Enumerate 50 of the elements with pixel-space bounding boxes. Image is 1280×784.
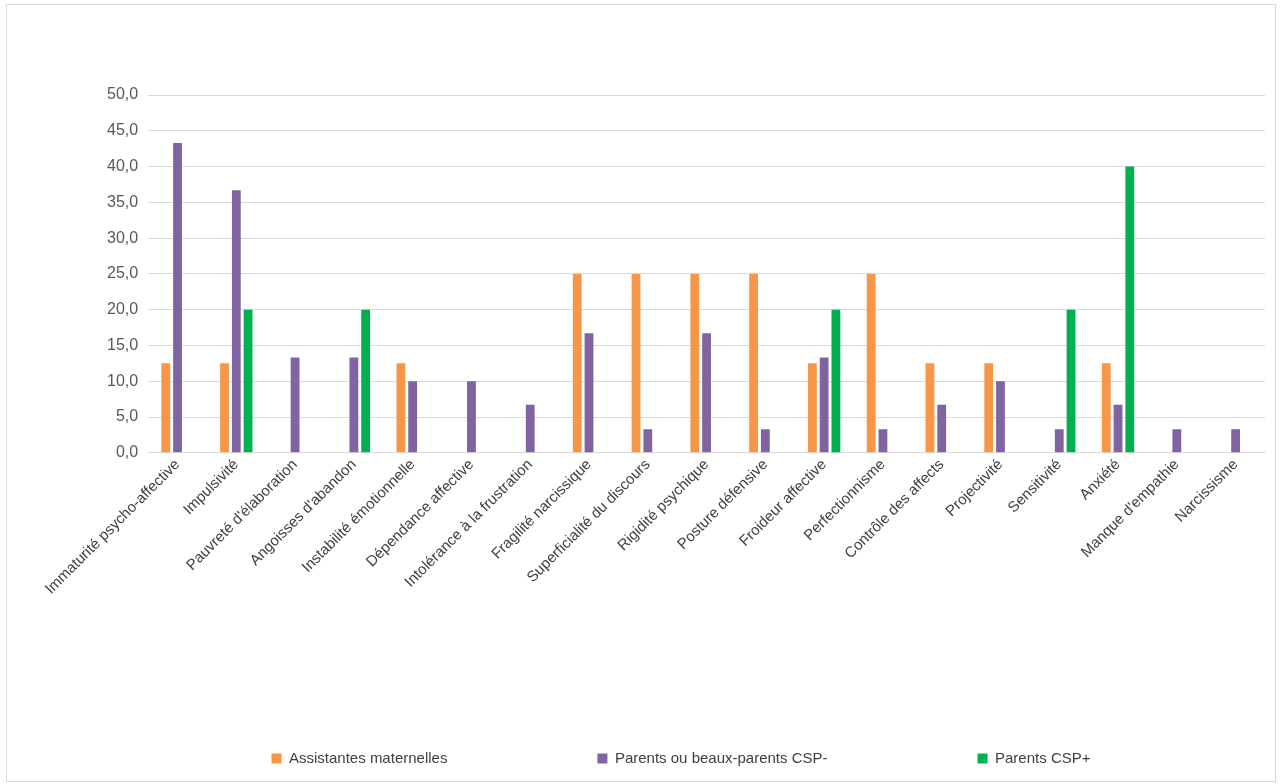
bar: [760, 429, 770, 453]
y-tick-label: 10,0: [107, 371, 139, 389]
bar: [173, 142, 182, 453]
y-tick-label: 35,0: [107, 192, 139, 210]
bar: [631, 273, 641, 453]
bar: [396, 363, 406, 453]
bar: [937, 404, 947, 453]
bar: [819, 357, 829, 453]
bar: [584, 333, 594, 453]
bar: [408, 381, 418, 453]
bar: [702, 333, 711, 453]
bar: [996, 381, 1005, 453]
bar: [643, 429, 653, 453]
y-tick-label: 15,0: [107, 335, 139, 353]
bar: [467, 381, 476, 453]
bar: [984, 363, 994, 453]
legend-label: Parents ou beaux-parents CSP-: [614, 748, 828, 766]
bar: [878, 429, 888, 453]
bar: [572, 273, 582, 453]
y-tick-label: 5,0: [115, 407, 139, 425]
bar: [925, 363, 935, 453]
bar: [749, 273, 759, 453]
y-tick-label: 50,0: [107, 85, 139, 103]
bar: [1172, 429, 1182, 453]
bar: [220, 363, 229, 453]
y-tick-label: 25,0: [107, 264, 139, 282]
bar: [161, 363, 171, 453]
y-tick-label: 40,0: [107, 156, 139, 174]
bar: [525, 404, 535, 453]
bar: [1125, 166, 1135, 453]
bar: [290, 357, 300, 453]
y-tick-label: 45,0: [107, 121, 139, 139]
bar: [831, 309, 841, 453]
bar: [807, 363, 817, 453]
y-tick-label: 30,0: [107, 228, 139, 246]
legend-label: Parents CSP+: [995, 748, 1091, 766]
bar: [349, 357, 359, 453]
bar: [1054, 429, 1064, 453]
y-tick-label: 0,0: [115, 443, 139, 461]
bar: [1113, 404, 1123, 453]
bar: [1231, 429, 1241, 453]
bar: [231, 190, 241, 453]
bar: [361, 309, 371, 453]
bar: [1101, 363, 1111, 453]
y-tick-label: 20,0: [107, 300, 139, 318]
bar: [1066, 309, 1076, 453]
bar: [690, 273, 700, 453]
bar: [243, 309, 253, 453]
bar: [866, 273, 876, 453]
legend-label: Assistantes maternelles: [289, 748, 448, 766]
